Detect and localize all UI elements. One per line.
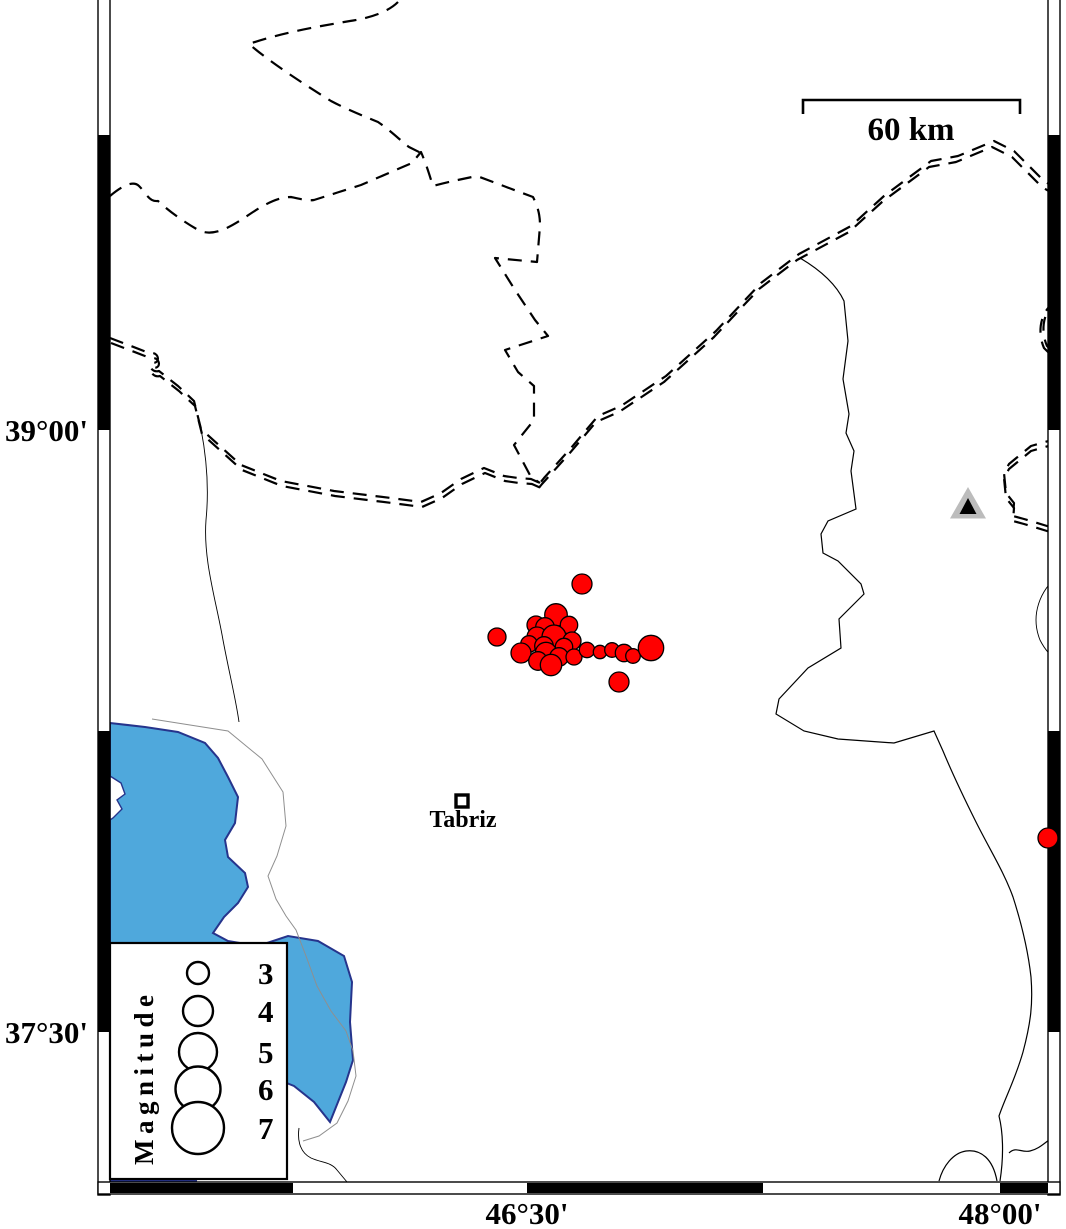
- axis-label-latitude: 39°00': [5, 413, 88, 448]
- frame-bottom-black-1: [110, 1183, 293, 1193]
- lake-outlet-stream: [298, 1127, 348, 1183]
- border-dashed-top-loop: [247, 1, 422, 154]
- city-marker-tabriz: Tabriz: [429, 793, 497, 833]
- river-along-west-border: [109, 341, 543, 509]
- scale-bar: 60 km: [801, 98, 1022, 148]
- border-dashed-east-bulge: [1002, 441, 1060, 535]
- scale-bar-bracket: [801, 98, 1022, 114]
- map-borders: [109, 1, 1061, 1183]
- city-label: Tabriz: [429, 807, 496, 833]
- earthquake-marker: [625, 648, 641, 664]
- axis-label-longitude: 46°30': [485, 1196, 568, 1229]
- earthquake-markers: [487, 573, 1059, 849]
- earthquake-marker: [510, 642, 532, 664]
- scale-bar-label: 60 km: [867, 112, 954, 148]
- legend-magnitude-value: 5: [258, 1035, 274, 1070]
- station-triangle-marker: [950, 487, 986, 519]
- axis-label-latitude: 37°30': [5, 1015, 88, 1050]
- legend-title: Magnitude: [129, 989, 159, 1165]
- axis-label-longitude: 48°00': [958, 1196, 1041, 1229]
- legend-magnitude-circle: [185, 960, 211, 986]
- province-border-bump: [938, 1150, 998, 1182]
- frame-right-black-2: [1048, 731, 1060, 1032]
- frame-left-black-1: [98, 135, 110, 430]
- legend-magnitude-value: 4: [258, 994, 274, 1029]
- border-dashed-northwest: [109, 150, 550, 484]
- border-dashed-northeast: [539, 139, 1060, 484]
- earthquake-marker: [539, 653, 563, 677]
- city-square-icon: [454, 793, 470, 809]
- station-triangle-inner: [959, 498, 977, 514]
- earthquake-marker: [487, 627, 507, 647]
- legend-magnitude-circle: [181, 994, 215, 1028]
- legend-magnitude-value: 6: [258, 1072, 274, 1107]
- lake-shoreline-gray: [151, 718, 357, 1142]
- province-border: [775, 257, 1033, 1182]
- legend-symbols: 34 56 7: [170, 956, 274, 1156]
- river-along-ne-border: [536, 145, 1059, 491]
- legend-magnitude-circle: [170, 1100, 226, 1156]
- frame-bottom-black-2: [527, 1183, 763, 1193]
- earthquake-marker: [565, 648, 583, 666]
- earthquake-marker: [608, 671, 630, 693]
- earthquake-marker: [1037, 827, 1059, 849]
- earthquake-marker: [637, 634, 665, 662]
- river-south: [200, 428, 240, 723]
- frame-left-black-2: [98, 731, 110, 1032]
- legend: Magnitude 34 56 7: [108, 941, 289, 1181]
- map-frame: [97, 0, 1061, 1196]
- legend-magnitude-value: 7: [258, 1111, 274, 1146]
- earthquake-marker: [571, 573, 593, 595]
- axis-labels: 39°00' 37°30' 46°30' 48°00': [5, 413, 1042, 1229]
- frame-bottom-black-3: [1000, 1183, 1048, 1193]
- frame-right-black-1: [1048, 135, 1060, 430]
- earthquake-marker: [578, 641, 596, 659]
- legend-magnitude-value: 3: [258, 956, 274, 991]
- border-dashed-west: [109, 336, 541, 504]
